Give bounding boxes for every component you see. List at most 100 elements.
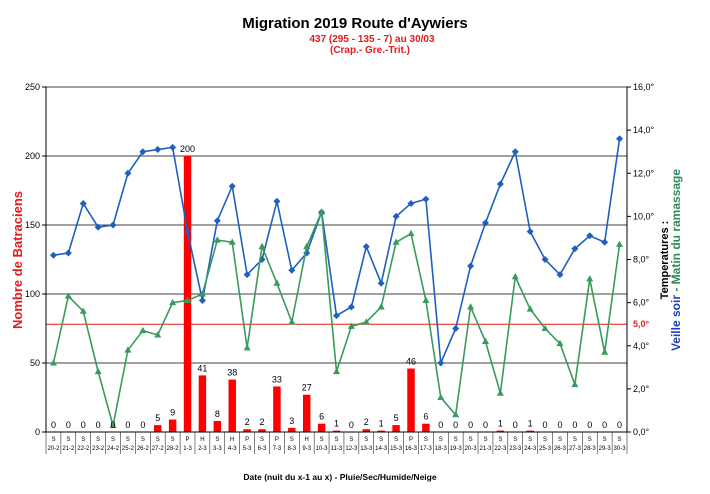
temperatures-label: Temperatures :	[659, 221, 671, 300]
bar-value-label: 33	[272, 374, 282, 384]
point-diamond	[94, 223, 102, 231]
point-diamond	[49, 251, 57, 259]
point-triangle	[303, 242, 311, 250]
y-left-tick-label: 150	[25, 220, 40, 230]
x-date-label: 21-2	[62, 446, 75, 452]
point-triangle	[616, 240, 624, 247]
point-triangle	[526, 305, 534, 312]
point-triangle	[556, 339, 564, 347]
bar	[198, 375, 207, 432]
bar	[332, 430, 341, 432]
bar	[168, 419, 177, 432]
bar-value-label: 0	[66, 420, 71, 430]
point-triangle	[362, 318, 370, 325]
y-axis-right-label-line-1: Temperatures :	[659, 221, 671, 300]
x-date-label: 24-3	[524, 446, 537, 452]
x-weather-label: P	[186, 437, 190, 443]
y-right-tick-label: 14,0°	[633, 125, 655, 135]
point-triangle	[169, 298, 177, 306]
point-triangle	[377, 303, 385, 310]
point-triangle	[437, 393, 445, 400]
bar-value-label: 2	[245, 417, 250, 427]
x-weather-label: S	[320, 437, 324, 443]
x-weather-label: S	[543, 437, 547, 443]
x-date-label: 8-3	[287, 446, 296, 452]
x-weather-label: S	[424, 437, 428, 443]
bar	[392, 425, 400, 432]
x-date-label: 25-2	[122, 446, 135, 452]
x-weather-label: P	[275, 437, 279, 443]
x-date-label: 23-3	[509, 446, 522, 452]
x-weather-label: S	[528, 437, 532, 443]
point-diamond	[228, 182, 236, 190]
point-triangle	[467, 303, 475, 310]
x-date-label: 22-3	[494, 446, 507, 452]
point-triangle	[452, 410, 460, 418]
bar-series	[154, 156, 534, 432]
bar-value-label: 0	[557, 420, 562, 430]
bar	[154, 425, 162, 432]
bar	[407, 368, 415, 432]
reference-line-label: 5,0°	[633, 319, 650, 329]
point-triangle	[288, 318, 296, 325]
label-separator: -	[669, 284, 683, 295]
x-weather-label: S	[126, 437, 130, 443]
x-weather-label: S	[260, 437, 264, 443]
x-date-label: 22-2	[77, 446, 90, 452]
x-weather-label: H	[305, 437, 309, 443]
point-diamond	[347, 303, 355, 311]
x-weather-label: S	[334, 437, 338, 443]
x-weather-label: S	[96, 437, 100, 443]
bar-value-label: 46	[406, 357, 416, 367]
matin-ramassage-label: Matin du ramassage	[669, 169, 683, 285]
x-axis-label: Date (nuit du x-1 au x) - Pluie/Sec/Humi…	[243, 472, 436, 482]
x-date-label: 26-2	[137, 446, 150, 452]
point-diamond	[198, 296, 206, 304]
point-triangle	[333, 367, 340, 375]
bar-value-label: 1	[334, 419, 339, 429]
point-triangle	[213, 236, 221, 243]
point-diamond	[556, 271, 564, 279]
x-date-label: 21-3	[479, 446, 492, 452]
x-weather-label: S	[483, 437, 487, 443]
x-date-label: 23-2	[92, 446, 105, 452]
y-axis-left-label: Nombre de Batraciens	[10, 191, 25, 329]
point-triangle	[601, 348, 609, 355]
x-weather-label: P	[409, 437, 413, 443]
x-date-label: 20-2	[47, 446, 60, 452]
x-weather-label: S	[573, 437, 577, 443]
point-diamond	[109, 221, 117, 229]
point-triangle	[124, 346, 132, 353]
bar-value-label: 0	[111, 420, 116, 430]
x-weather-label: S	[141, 437, 145, 443]
x-date-label: 20-3	[465, 446, 478, 452]
point-triangle	[318, 208, 326, 215]
x-weather-label: S	[66, 437, 70, 443]
bar-value-label: 0	[453, 420, 458, 430]
bar-value-label: 1	[379, 419, 384, 429]
axes: 0501001502002500,0°2,0°4,0°6,0°8,0°10,0°…	[25, 82, 655, 454]
x-date-label: 29-3	[599, 446, 612, 452]
point-diamond	[601, 238, 609, 246]
x-weather-label: S	[290, 437, 294, 443]
point-diamond	[511, 148, 519, 156]
x-date-label: 17-3	[420, 446, 433, 452]
x-date-label: 14-3	[375, 446, 388, 452]
point-diamond	[526, 227, 534, 235]
y-right-tick-label: 12,0°	[633, 168, 655, 178]
x-date-label: 7-3	[273, 446, 282, 452]
x-date-label: 16-3	[405, 446, 418, 452]
bar-value-label: 200	[180, 144, 195, 154]
bar-value-label: 3	[289, 416, 294, 426]
x-weather-label: S	[439, 437, 443, 443]
point-diamond	[333, 312, 340, 320]
bar-value-label: 0	[602, 420, 607, 430]
x-date-label: 15-3	[390, 446, 403, 452]
x-weather-label: S	[513, 437, 517, 443]
y-left-tick-label: 250	[25, 82, 40, 92]
veille-soir-label: Veille soir	[669, 295, 683, 351]
y-right-tick-label: 4,0°	[633, 341, 650, 351]
y-axis-right-label-line-2: Veille soir - Matin du ramassage	[669, 169, 683, 351]
point-diamond	[452, 325, 460, 332]
